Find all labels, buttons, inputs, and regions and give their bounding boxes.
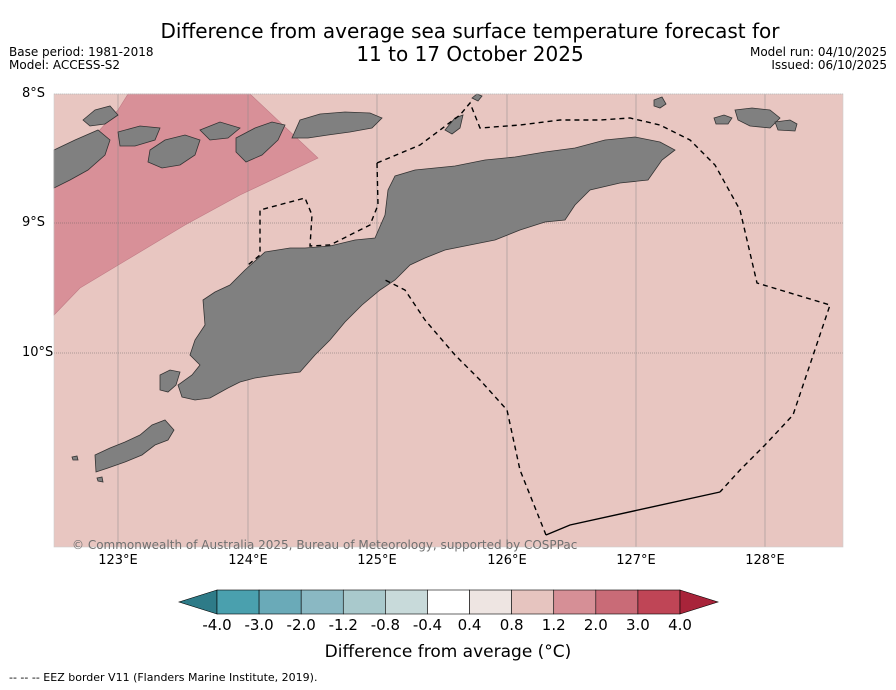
lon-label-123e: 123°E	[98, 553, 138, 568]
colorbar-tick-label: 2.0	[583, 616, 608, 634]
lon-label-124e: 124°E	[228, 553, 268, 568]
wetar-west-island	[235, 121, 286, 163]
atauro-island	[471, 93, 483, 102]
moa-island	[774, 119, 798, 132]
colorbar-cell	[637, 589, 681, 615]
lon-label-126e: 126°E	[487, 553, 527, 568]
colorbar-cell	[300, 589, 344, 615]
eez-border	[247, 101, 831, 536]
colorbar-title: Difference from average (°C)	[324, 642, 572, 662]
colorbar-cell	[342, 589, 386, 615]
lembata-island	[199, 121, 241, 141]
colorbar-cell	[216, 589, 260, 615]
colorbar-cell	[553, 589, 597, 615]
colorbar-cell	[511, 589, 555, 615]
colorbar-cell	[595, 589, 639, 615]
pantar-island	[147, 134, 201, 169]
colorbar-cell	[469, 589, 512, 615]
map-title-line1: Difference from average sea surface temp…	[160, 19, 780, 43]
wetar-island	[291, 111, 383, 139]
kisar-island	[653, 96, 667, 109]
colorbar-tick-label: 0.4	[457, 616, 482, 634]
colorbar-tick-label: -1.2	[328, 616, 358, 634]
flores-east-island	[53, 129, 111, 189]
colorbar-tick-label: -4.0	[202, 616, 232, 634]
rote-island	[94, 419, 175, 473]
lat-label-9s: 9°S	[22, 215, 46, 230]
colorbar-tick-label: 0.8	[499, 616, 524, 634]
lakor-island	[713, 114, 733, 125]
lon-label-125e: 125°E	[357, 553, 397, 568]
colorbar-cell	[427, 589, 470, 615]
map-border	[53, 93, 844, 548]
eez-legend-footer: -- -- -- EEZ border V11 (Flanders Marine…	[9, 671, 318, 684]
semau-island	[159, 369, 181, 393]
colorbar-arrow-high	[679, 589, 719, 615]
colorbar-tick-label: 3.0	[625, 616, 650, 634]
colorbar-tick-label: -0.8	[370, 616, 400, 634]
small-island-north	[82, 105, 119, 127]
colorbar-tick-label: 4.0	[668, 616, 692, 634]
lat-label-8s: 8°S	[22, 86, 46, 101]
ndao-island	[71, 455, 79, 461]
romang-island	[444, 114, 464, 135]
model-label: Model: ACCESS-S2	[9, 58, 121, 72]
land-masses	[53, 93, 798, 483]
lat-label-10s: 10°S	[22, 345, 54, 360]
colorbar-cell	[258, 589, 302, 615]
copyright-text: © Commonwealth of Australia 2025, Bureau…	[72, 538, 578, 552]
issued-label: Issued: 06/10/2025	[771, 58, 887, 72]
lon-label-128e: 128°E	[745, 553, 785, 568]
base-period-label: Base period: 1981-2018	[9, 45, 154, 59]
colorbar-arrow-low	[178, 589, 218, 615]
colorbar-tick-label: 1.2	[541, 616, 566, 634]
tiny-island-south	[96, 476, 104, 483]
timor-island	[177, 136, 676, 401]
lon-label-127e: 127°E	[616, 553, 656, 568]
colorbar-cell	[385, 589, 428, 615]
colorbar-tick-label: -3.0	[244, 616, 274, 634]
model-run-label: Model run: 04/10/2025	[749, 45, 887, 59]
map-title-line2: 11 to 17 October 2025	[356, 42, 584, 66]
colorbar-tick-label: -2.0	[286, 616, 316, 634]
alor-island	[117, 125, 161, 147]
colorbar-tick-label: -0.4	[412, 616, 443, 634]
